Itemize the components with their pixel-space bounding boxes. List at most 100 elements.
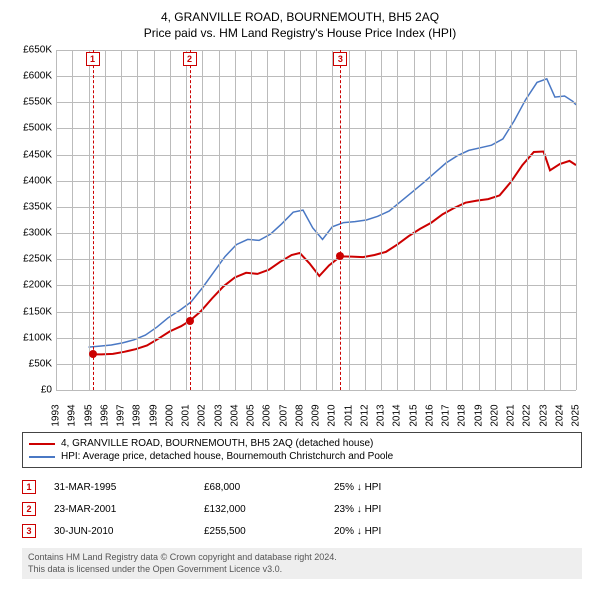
ytick-label: £450K [10, 149, 52, 160]
sale-row: 330-JUN-2010£255,50020% ↓ HPI [22, 520, 582, 542]
xtick-label: 2006 [262, 404, 273, 426]
xtick-label: 2003 [213, 404, 224, 426]
xtick-label: 1999 [148, 404, 159, 426]
xtick-label: 2013 [376, 404, 387, 426]
xtick-label: 1996 [99, 404, 110, 426]
ytick-label: £650K [10, 45, 52, 56]
xtick-label: 2020 [489, 404, 500, 426]
legend-label: 4, GRANVILLE ROAD, BOURNEMOUTH, BH5 2AQ … [61, 438, 373, 449]
xtick-label: 1993 [51, 404, 62, 426]
sale-marker-line [190, 50, 191, 390]
xtick-label: 2012 [359, 404, 370, 426]
sale-num-box: 1 [22, 480, 36, 494]
sale-hpi-delta: 23% ↓ HPI [334, 504, 464, 515]
sale-num-box: 2 [22, 502, 36, 516]
chart-subtitle: Price paid vs. HM Land Registry's House … [10, 26, 590, 40]
gridline-v [397, 50, 398, 390]
gridline-v [284, 50, 285, 390]
gridline-v [154, 50, 155, 390]
gridline-v [544, 50, 545, 390]
gridline-v [72, 50, 73, 390]
ytick-label: £0 [10, 385, 52, 396]
xtick-label: 2024 [554, 404, 565, 426]
legend-label: HPI: Average price, detached house, Bour… [61, 451, 393, 462]
xtick-label: 2008 [294, 404, 305, 426]
legend: 4, GRANVILLE ROAD, BOURNEMOUTH, BH5 2AQ … [22, 432, 582, 468]
sale-data-point [89, 350, 97, 358]
gridline-h [56, 390, 576, 391]
xtick-label: 2002 [197, 404, 208, 426]
ytick-label: £100K [10, 332, 52, 343]
plot-area: 1 2 3 [56, 50, 576, 390]
gridline-v [527, 50, 528, 390]
chart-container: 4, GRANVILLE ROAD, BOURNEMOUTH, BH5 2AQ … [0, 0, 600, 585]
legend-swatch [29, 456, 55, 458]
gridline-v [137, 50, 138, 390]
gridline-v [105, 50, 106, 390]
sale-price: £132,000 [204, 504, 334, 515]
gridline-v [430, 50, 431, 390]
xtick-label: 2010 [327, 404, 338, 426]
xtick-label: 2005 [246, 404, 257, 426]
ytick-label: £50K [10, 358, 52, 369]
gridline-v [251, 50, 252, 390]
xtick-label: 2022 [522, 404, 533, 426]
xtick-label: 2023 [538, 404, 549, 426]
xtick-label: 2004 [229, 404, 240, 426]
gridline-v [186, 50, 187, 390]
sale-data-point [186, 317, 194, 325]
ytick-label: £300K [10, 228, 52, 239]
gridline-v [89, 50, 90, 390]
xtick-label: 2017 [441, 404, 452, 426]
sale-marker-box: 3 [333, 52, 347, 66]
sale-marker-line [93, 50, 94, 390]
ytick-label: £600K [10, 71, 52, 82]
legend-swatch [29, 443, 55, 445]
sale-marker-line [340, 50, 341, 390]
xtick-label: 2000 [164, 404, 175, 426]
gridline-v [219, 50, 220, 390]
gridline-v [332, 50, 333, 390]
gridline-v [479, 50, 480, 390]
gridline-v [560, 50, 561, 390]
ytick-label: £150K [10, 306, 52, 317]
xtick-label: 2007 [278, 404, 289, 426]
gridline-v [576, 50, 577, 390]
sale-date: 31-MAR-1995 [54, 482, 204, 493]
ytick-label: £250K [10, 254, 52, 265]
gridline-v [349, 50, 350, 390]
sale-data-point [336, 252, 344, 260]
xtick-label: 1994 [67, 404, 78, 426]
ytick-label: £550K [10, 97, 52, 108]
xtick-label: 2001 [181, 404, 192, 426]
sale-price: £255,500 [204, 526, 334, 537]
ytick-label: £400K [10, 175, 52, 186]
gridline-v [300, 50, 301, 390]
gridline-v [267, 50, 268, 390]
sale-hpi-delta: 25% ↓ HPI [334, 482, 464, 493]
xtick-label: 2021 [506, 404, 517, 426]
sales-table: 1 31-MAR-1995£68,00025% ↓ HPI 2 23-MAR-2001… [22, 476, 582, 542]
chart-area: £0£50K£100K£150K£200K£250K£300K£350K£400… [10, 46, 590, 426]
ytick-label: £350K [10, 201, 52, 212]
xtick-label: 2014 [392, 404, 403, 426]
gridline-v [316, 50, 317, 390]
sale-date: 30-JUN-2010 [54, 526, 204, 537]
legend-item: 4, GRANVILLE ROAD, BOURNEMOUTH, BH5 2AQ … [29, 437, 575, 450]
sale-marker-box: 1 [86, 52, 100, 66]
sale-hpi-delta: 20% ↓ HPI [334, 526, 464, 537]
xtick-label: 1998 [132, 404, 143, 426]
sale-price: £68,000 [204, 482, 334, 493]
legend-item: HPI: Average price, detached house, Bour… [29, 450, 575, 463]
gridline-v [381, 50, 382, 390]
footer-attribution: Contains HM Land Registry data © Crown c… [22, 548, 582, 579]
sale-marker-box: 2 [183, 52, 197, 66]
sale-date: 23-MAR-2001 [54, 504, 204, 515]
xtick-label: 2015 [408, 404, 419, 426]
gridline-v [511, 50, 512, 390]
xtick-label: 2009 [311, 404, 322, 426]
xtick-label: 2025 [571, 404, 582, 426]
gridline-v [446, 50, 447, 390]
xtick-label: 1997 [116, 404, 127, 426]
gridline-v [414, 50, 415, 390]
